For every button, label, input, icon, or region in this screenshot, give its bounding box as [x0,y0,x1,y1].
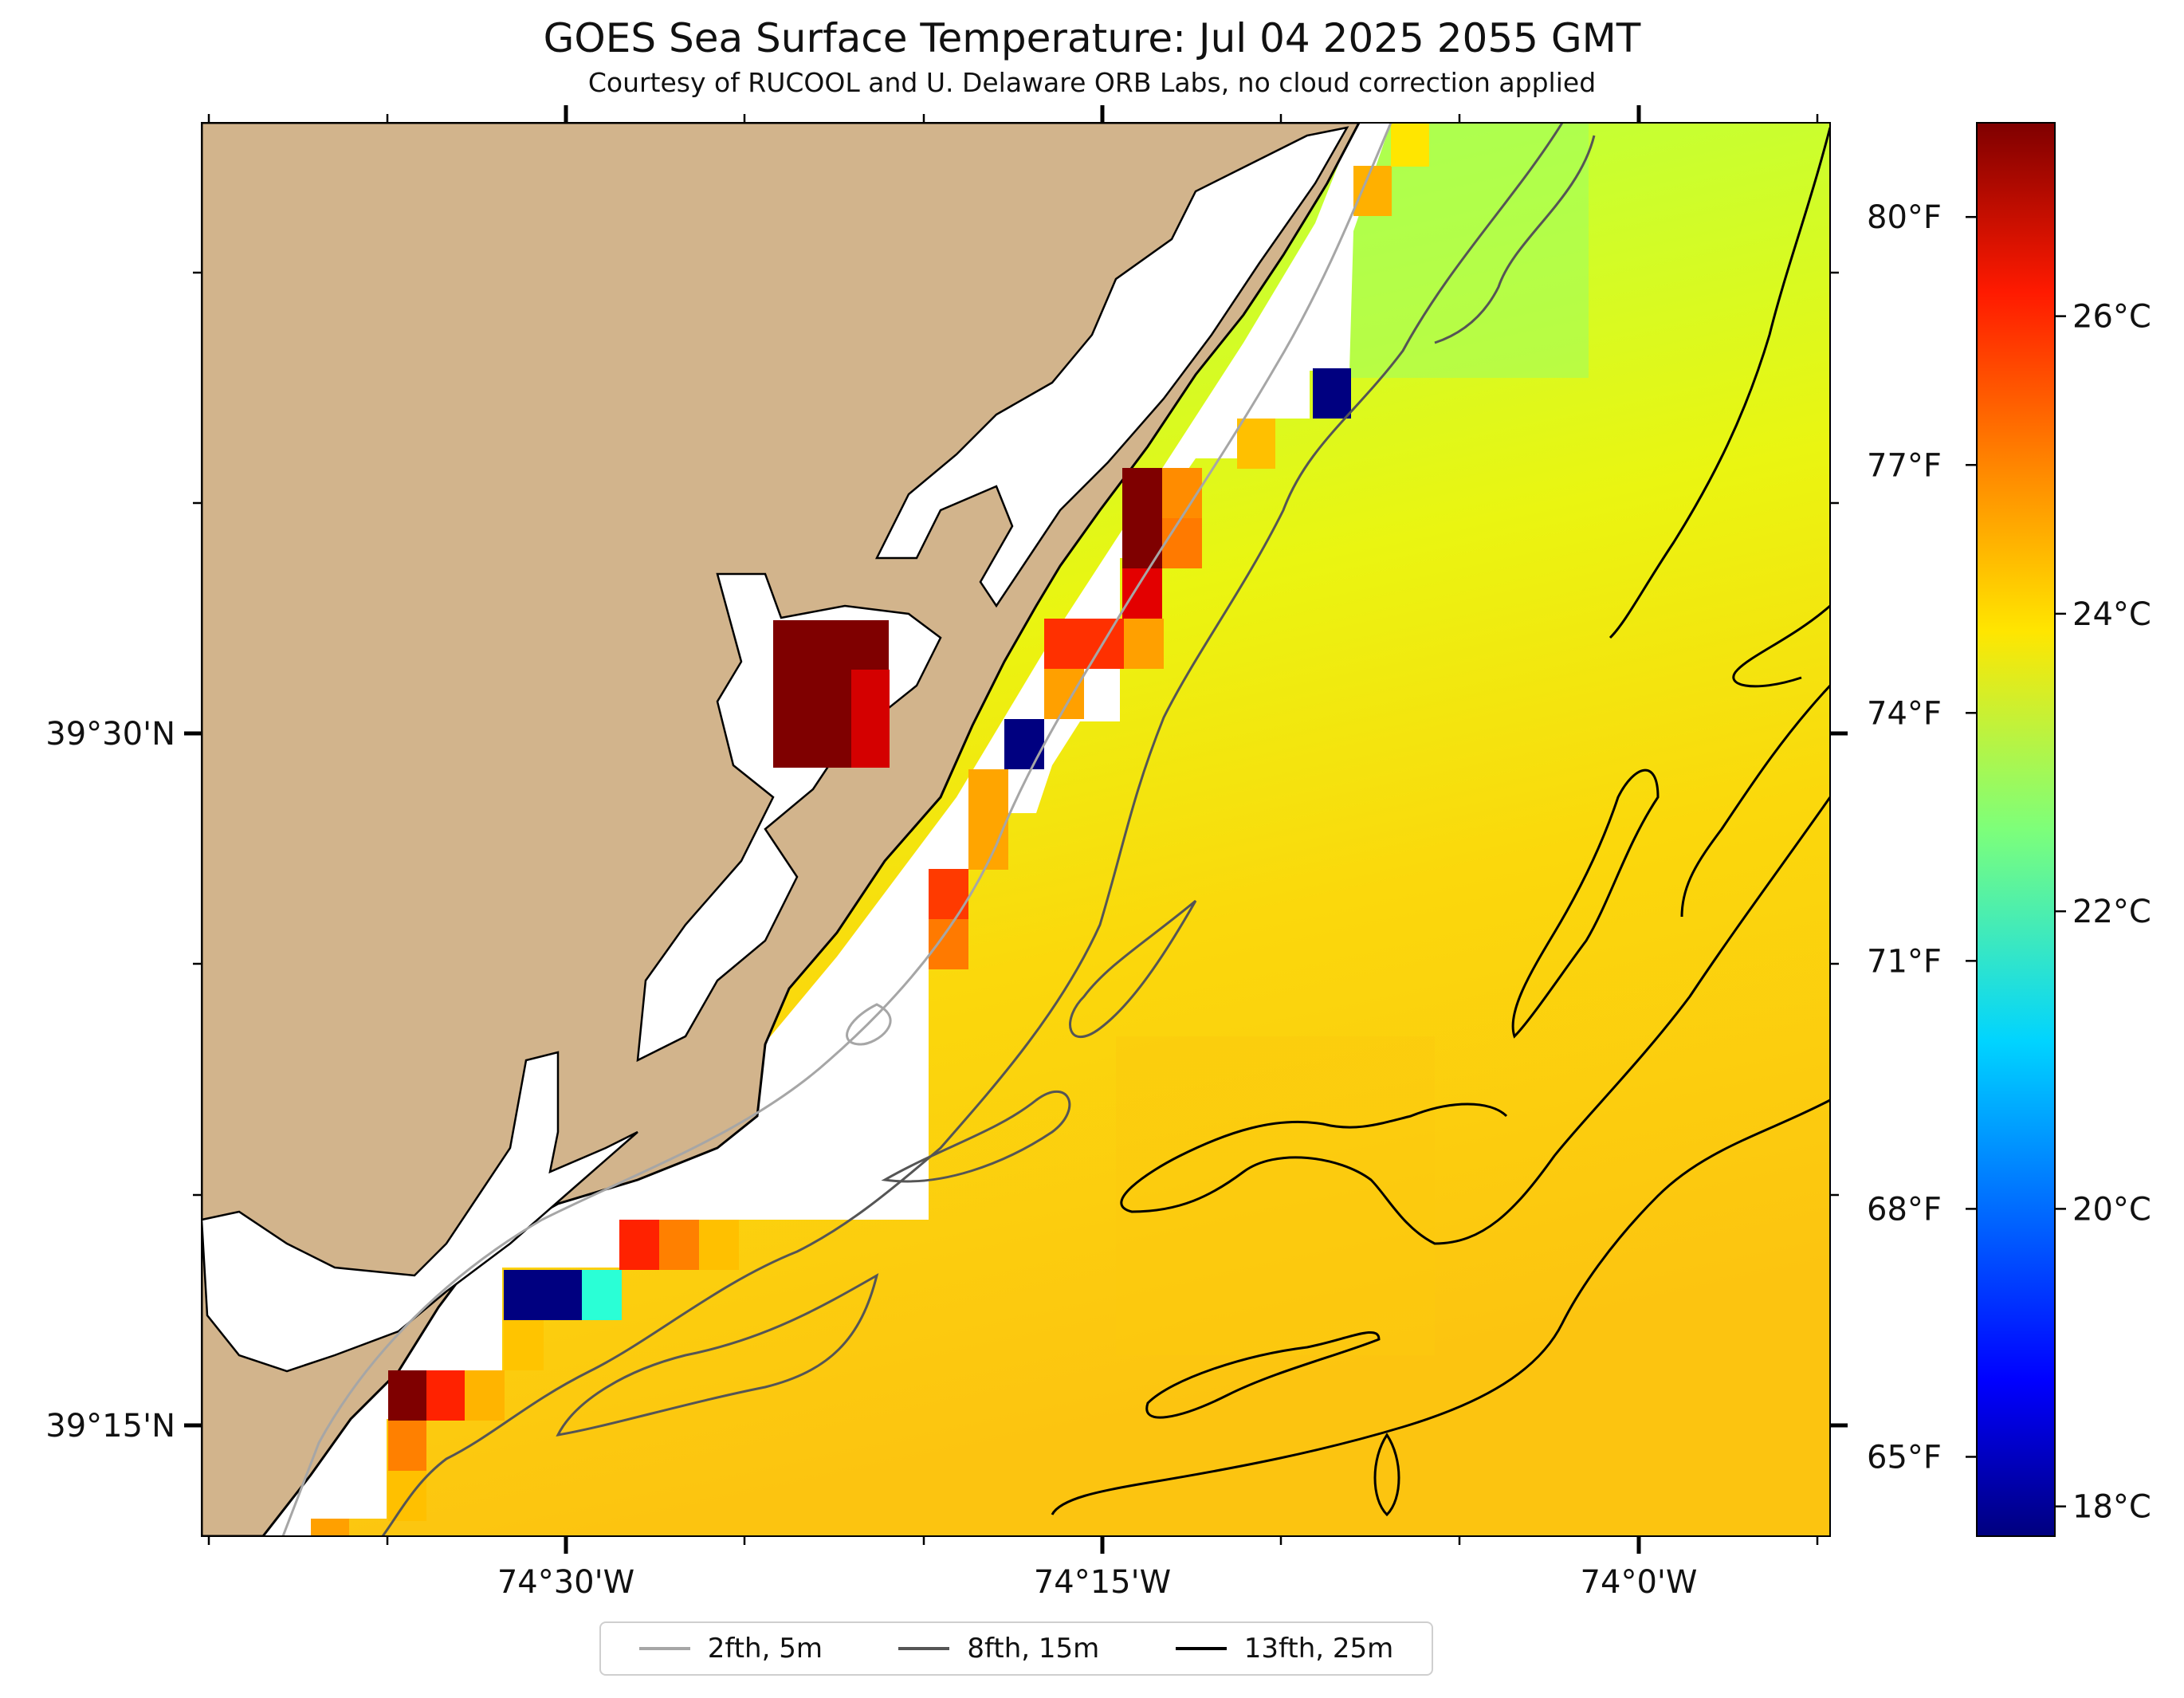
sst-pixel [426,1370,465,1421]
contour-13fth-25m [1732,604,1830,688]
sst-pixel [388,1370,426,1421]
lat-label: 39°15'N [45,1408,175,1444]
sst-pixel [1313,368,1351,419]
sst-pixels [311,123,1429,1536]
sst-pixel [1124,619,1164,669]
lon-label: 74°15'W [1034,1564,1171,1601]
sst-pixel [388,1421,426,1471]
contour-8fth-15m [381,123,1564,1536]
sst-pixel [504,1270,582,1320]
sst-pixel [1044,619,1084,669]
contour-13fth-25m [1051,1099,1830,1515]
map-subtitle: Courtesy of RUCOOL and U. Delaware ORB L… [587,67,1597,98]
contour-8fth-15m [881,1090,1071,1183]
legend-label: 13fth, 25m [1243,1633,1394,1665]
fahrenheit-tick-label: 74°F [1867,695,1942,732]
celsius-tick-label: 18°C [2072,1489,2151,1526]
sst-pixel [1391,123,1429,167]
southern-bay [202,1051,638,1373]
map-panel [202,123,1830,1536]
contour-8fth-15m [1434,135,1596,344]
celsius-tick-label: 20°C [2072,1191,2151,1228]
sst-pixel [1122,518,1162,568]
contour-13fth-25m [1373,1433,1400,1517]
sst-pixel [968,769,1008,820]
sst-pixel [1162,468,1202,518]
legend-item: 2fth, 5m [638,1633,823,1665]
contour-13fth-25m [1120,796,1830,1245]
legend-swatch [898,1647,950,1650]
lat-label: 39°30'N [45,716,175,753]
celsius-tick-label: 26°C [2072,299,2151,336]
legend-swatch [638,1647,690,1650]
sst-pixel [1162,518,1202,568]
sst-pixel [1122,568,1162,619]
contour-13fth-25m [1680,684,1830,918]
colorbar-gradient [1976,122,2056,1537]
bathymetry-legend: 2fth, 5m 8fth, 15m 13fth, 25m [599,1621,1433,1676]
sst-pixel [504,1320,544,1370]
sst-pixel [929,869,968,919]
back-bay [874,126,1349,608]
sst-pixel [699,1220,739,1270]
colorbar-fahrenheit-axis: 65°F 68°F 71°F 74°F 77°F 80°F [1867,199,1977,1476]
map-title: GOES Sea Surface Temperature: Jul 04 202… [543,15,1641,61]
legend-label: 8fth, 15m [967,1633,1100,1665]
sst-pixel [1353,166,1392,216]
sst-pixel [1237,419,1275,469]
lon-label: 74°30'W [497,1564,634,1601]
legend-swatch [1175,1647,1227,1650]
contour-13fth-25m [1145,1331,1381,1419]
sst-pixel [619,1220,659,1270]
bathymetry-contours [281,123,1830,1536]
fahrenheit-tick-label: 65°F [1867,1439,1942,1476]
colorbar: 18°C 20°C 22°C 24°C 26°C 65°F 68°F 71°F 74°F 77°… [1867,122,2151,1537]
sst-pixel [1004,719,1044,769]
contour-8fth-15m [556,1272,879,1437]
fahrenheit-tick-label: 68°F [1867,1191,1942,1228]
legend-item: 8fth, 15m [898,1633,1099,1665]
contour-2fth-5m [846,1003,892,1046]
colorbar-celsius-axis: 18°C 20°C 22°C 24°C 26°C [2055,299,2151,1526]
map-frame [201,122,1831,1537]
sst-pixel [659,1220,699,1270]
celsius-tick-label: 22°C [2072,894,2151,930]
sst-pixel [465,1370,505,1421]
contour-8fth-15m [1069,899,1197,1039]
fahrenheit-tick-label: 71°F [1867,943,1942,980]
contour-13fth-25m [1609,127,1830,639]
sst-pixel [1122,468,1162,518]
axis-ticks [184,105,1848,1554]
fahrenheit-tick-label: 77°F [1867,447,1942,484]
legend-item: 13fth, 25m [1175,1633,1394,1665]
contour-13fth-25m [1511,768,1660,1039]
sst-pixel [851,670,890,768]
sst-pixel [311,1519,349,1536]
sst-warm-patch [1116,1036,1435,1355]
sst-pixel [582,1270,622,1320]
celsius-tick-label: 24°C [2072,596,2151,633]
fahrenheit-tick-label: 80°F [1867,199,1942,236]
sst-pixel [1044,669,1084,719]
legend-label: 2fth, 5m [707,1633,823,1665]
lon-label: 74°0'W [1581,1564,1698,1601]
sst-pixel [388,1471,426,1521]
contour-2fth-5m [281,123,1392,1536]
